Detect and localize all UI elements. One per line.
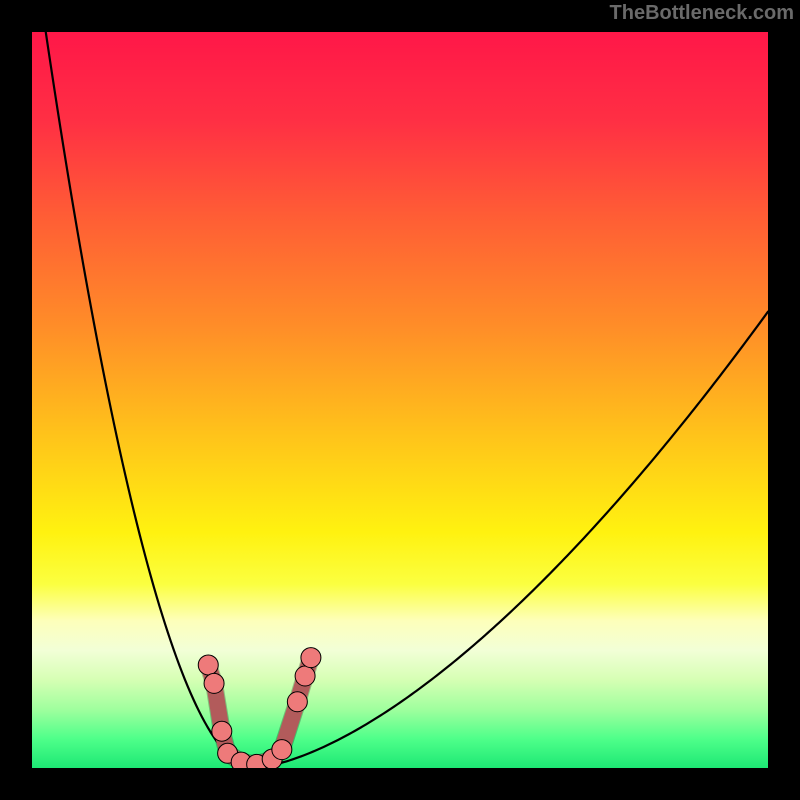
marker-dot <box>198 655 218 675</box>
marker-dot <box>287 692 307 712</box>
bottleneck-chart <box>0 0 800 800</box>
watermark-text: TheBottleneck.com <box>610 2 794 25</box>
marker-dot <box>301 648 321 668</box>
marker-dot <box>272 740 292 760</box>
marker-dot <box>212 721 232 741</box>
marker-dot <box>204 673 224 693</box>
plot-gradient-background <box>32 32 768 768</box>
chart-container: TheBottleneck.com <box>0 0 800 800</box>
marker-dot <box>295 666 315 686</box>
